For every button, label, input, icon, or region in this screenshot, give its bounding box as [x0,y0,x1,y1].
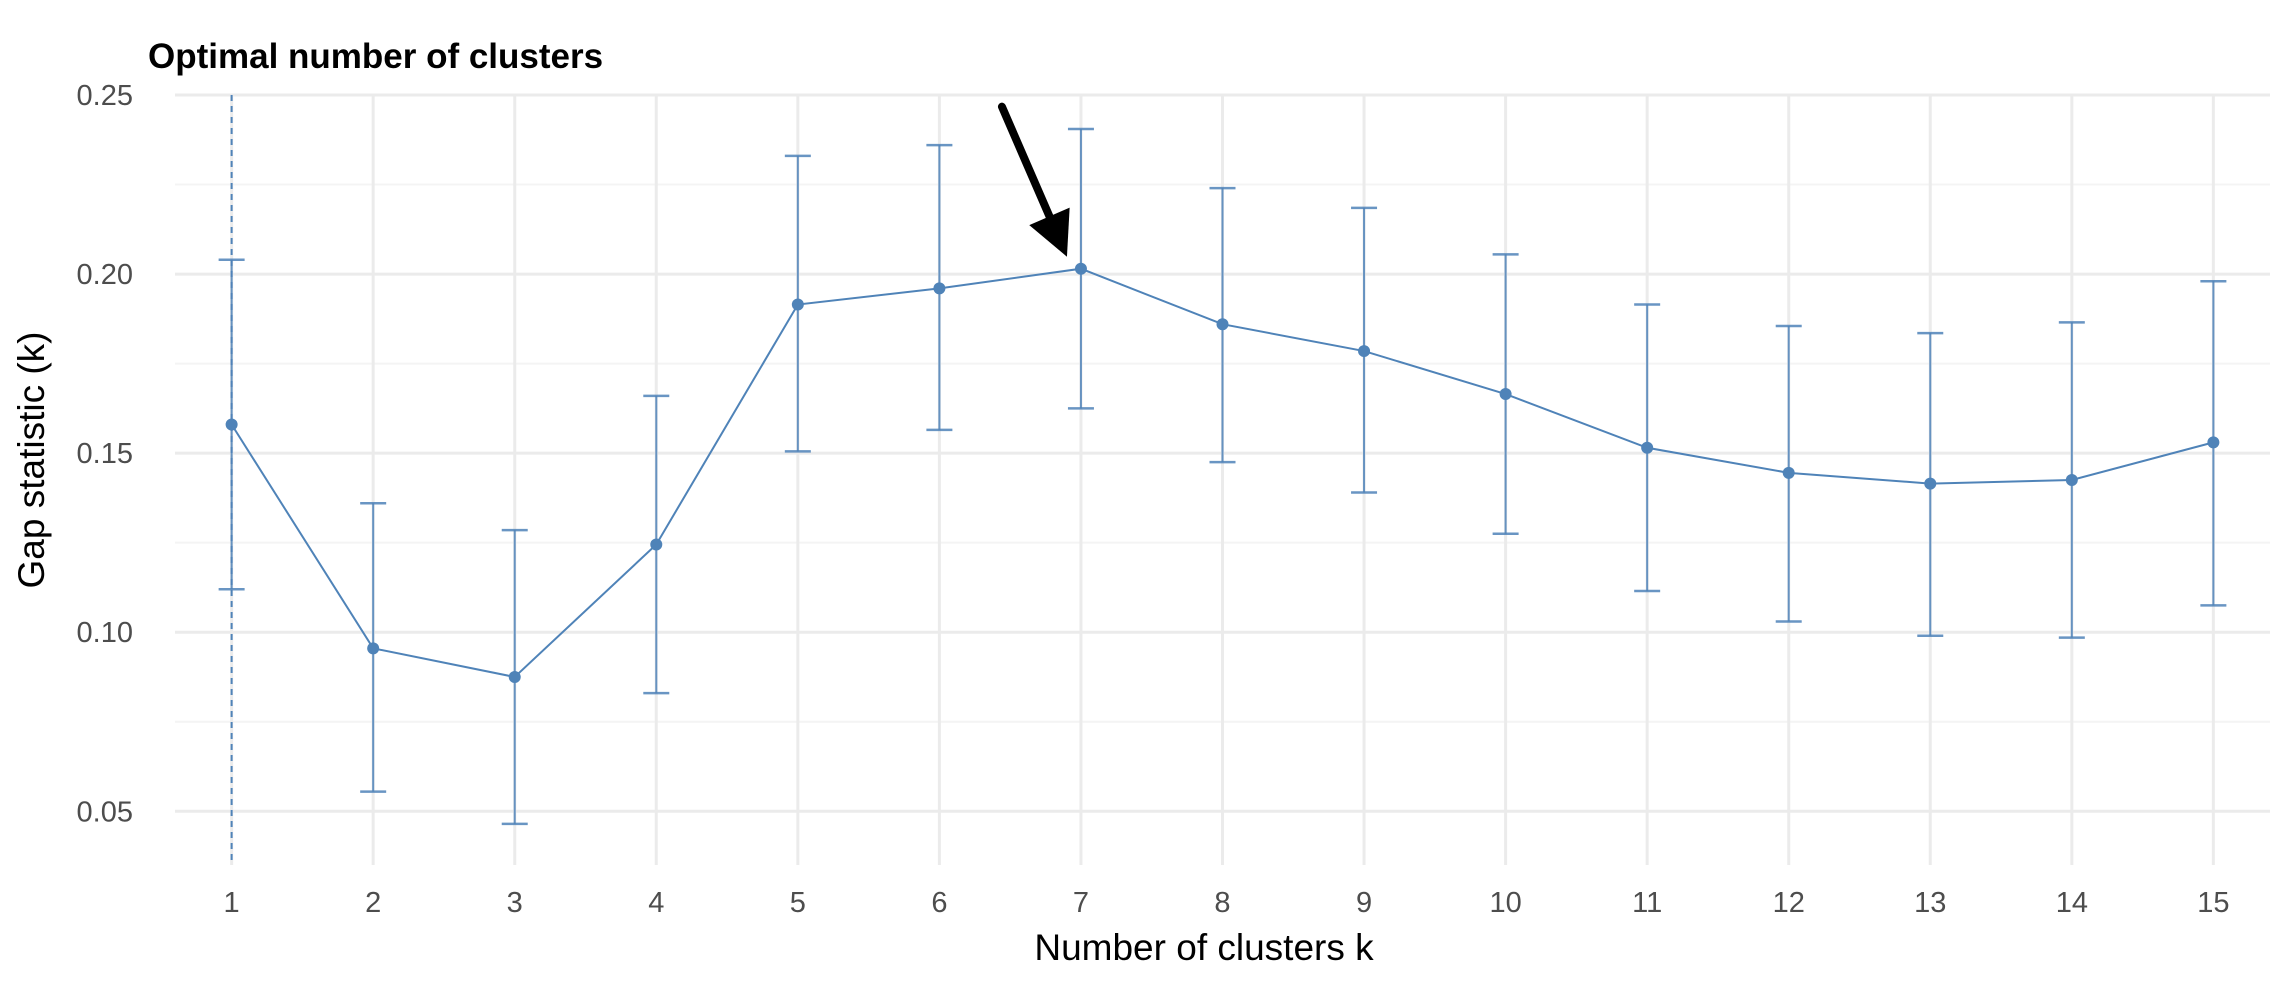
x-tick-label: 9 [1356,887,1372,919]
data-points [225,262,2220,683]
data-point [1924,477,1937,490]
x-tick-label: 1 [224,887,240,919]
annotation-arrow [997,102,1070,257]
y-tick-label: 0.15 [77,438,133,470]
data-point [2207,436,2220,449]
arrow-shaft [997,102,1054,221]
x-tick-label: 4 [648,887,664,919]
x-axis-label: Number of clusters k [1034,927,1374,968]
x-tick-label: 14 [2056,887,2088,919]
x-tick-label: 12 [1773,887,1805,919]
data-point [367,642,380,655]
y-axis-ticks: 0.05 0.10 0.15 0.20 0.25 [77,80,133,828]
data-point [1216,318,1229,331]
data-point [650,538,663,551]
data-point [508,670,521,683]
x-tick-label: 15 [2197,887,2229,919]
y-tick-label: 0.25 [77,80,133,112]
x-tick-label: 7 [1073,887,1089,919]
arrow-head [1029,207,1070,257]
x-tick-label: 3 [507,887,523,919]
data-point [791,298,804,311]
data-point [933,282,946,295]
x-tick-label: 2 [365,887,381,919]
data-point [1499,388,1512,401]
data-point [1074,262,1087,275]
data-point [1358,345,1371,358]
x-tick-label: 8 [1214,887,1230,919]
x-tick-label: 11 [1632,887,1662,919]
y-tick-label: 0.05 [77,796,133,828]
y-tick-label: 0.20 [77,259,133,291]
x-tick-label: 6 [931,887,947,919]
y-axis-label: Gap statistic (k) [11,332,52,589]
data-point [2065,474,2078,486]
chart-title: Optimal number of clusters [148,37,603,76]
x-axis-ticks: 1 2 3 4 5 6 7 8 9 10 11 12 13 14 15 [224,887,2230,919]
data-point [1641,441,1654,454]
data-point [225,418,238,431]
x-tick-label: 5 [790,887,806,919]
x-tick-label: 13 [1914,887,1946,919]
y-tick-label: 0.10 [77,617,133,649]
data-point [1782,466,1795,479]
x-tick-label: 10 [1489,887,1521,919]
